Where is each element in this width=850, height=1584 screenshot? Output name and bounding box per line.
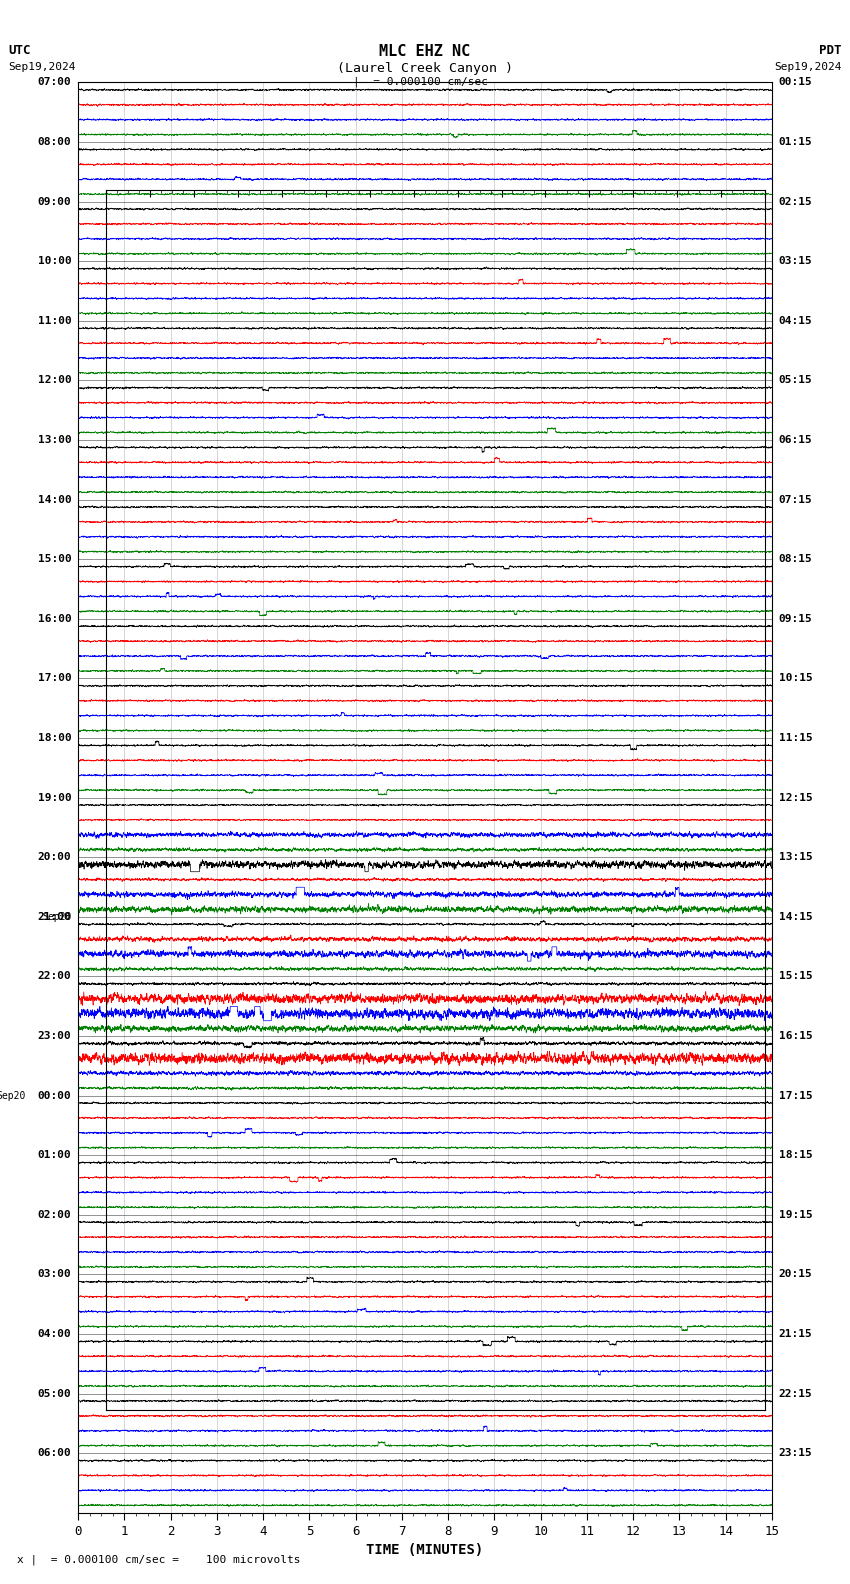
Text: |  = 0.000100 cm/sec: | = 0.000100 cm/sec <box>353 76 488 87</box>
Text: 00:15: 00:15 <box>772 185 805 195</box>
Text: 01:15: 01:15 <box>772 236 805 246</box>
Text: 06:00: 06:00 <box>66 1354 99 1364</box>
Text: 20:15: 20:15 <box>772 1202 805 1212</box>
Text: Sep19,2024: Sep19,2024 <box>774 62 842 71</box>
Text: 00:00: 00:00 <box>66 1049 99 1060</box>
Text: 21:15: 21:15 <box>772 1253 805 1262</box>
Text: (Laurel Creek Canyon ): (Laurel Creek Canyon ) <box>337 62 513 74</box>
Text: 18:00: 18:00 <box>66 744 99 754</box>
Text: x |  = 0.000100 cm/sec =    100 microvolts: x | = 0.000100 cm/sec = 100 microvolts <box>17 1554 301 1565</box>
Text: 08:15: 08:15 <box>772 592 805 602</box>
Text: 21:00: 21:00 <box>66 897 99 906</box>
Text: UTC: UTC <box>8 44 31 57</box>
Text: 03:15: 03:15 <box>772 337 805 347</box>
Text: 01:00: 01:00 <box>66 1099 99 1110</box>
Text: 07:15: 07:15 <box>772 540 805 551</box>
Text: 15:15: 15:15 <box>772 947 805 957</box>
Text: 09:00: 09:00 <box>66 287 99 296</box>
Text: 02:15: 02:15 <box>772 287 805 296</box>
Text: 09:15: 09:15 <box>772 643 805 653</box>
Text: 08:00: 08:00 <box>66 236 99 246</box>
Text: Sep19,2024: Sep19,2024 <box>8 62 76 71</box>
Text: 20:00: 20:00 <box>66 846 99 855</box>
Text: 16:00: 16:00 <box>66 643 99 653</box>
Text: 05:15: 05:15 <box>772 439 805 450</box>
Text: 10:15: 10:15 <box>772 694 805 703</box>
Text: 19:15: 19:15 <box>772 1150 805 1161</box>
Text: 07:00: 07:00 <box>66 185 99 195</box>
Text: 12:00: 12:00 <box>66 439 99 450</box>
Text: 18:15: 18:15 <box>772 1099 805 1110</box>
Text: 14:00: 14:00 <box>66 540 99 551</box>
Text: 10:00: 10:00 <box>66 337 99 347</box>
Text: 06:15: 06:15 <box>772 489 805 501</box>
Text: 12:15: 12:15 <box>772 795 805 805</box>
Text: 04:15: 04:15 <box>772 388 805 398</box>
Text: 19:00: 19:00 <box>66 795 99 805</box>
Text: 22:00: 22:00 <box>66 947 99 957</box>
Text: 11:15: 11:15 <box>772 744 805 754</box>
Text: 23:15: 23:15 <box>772 1354 805 1364</box>
Text: 22:15: 22:15 <box>772 1304 805 1313</box>
Text: 02:00: 02:00 <box>66 1150 99 1161</box>
Text: MLC EHZ NC: MLC EHZ NC <box>379 44 471 59</box>
Text: 04:00: 04:00 <box>66 1253 99 1262</box>
Text: 11:00: 11:00 <box>66 388 99 398</box>
Text: 15:00: 15:00 <box>66 592 99 602</box>
Text: 16:15: 16:15 <box>772 998 805 1007</box>
Text: 03:00: 03:00 <box>66 1202 99 1212</box>
Text: 13:15: 13:15 <box>772 846 805 855</box>
Text: Sep20: Sep20 <box>27 1049 57 1060</box>
Text: 13:00: 13:00 <box>66 489 99 501</box>
Text: 23:00: 23:00 <box>66 998 99 1007</box>
Text: 14:15: 14:15 <box>772 897 805 906</box>
Text: 17:15: 17:15 <box>772 1049 805 1060</box>
X-axis label: TIME (MINUTES): TIME (MINUTES) <box>377 1543 494 1557</box>
Text: PDT: PDT <box>819 44 842 57</box>
Text: 17:00: 17:00 <box>66 694 99 703</box>
Text: Sep20: Sep20 <box>71 897 99 906</box>
Text: 05:00: 05:00 <box>66 1304 99 1313</box>
